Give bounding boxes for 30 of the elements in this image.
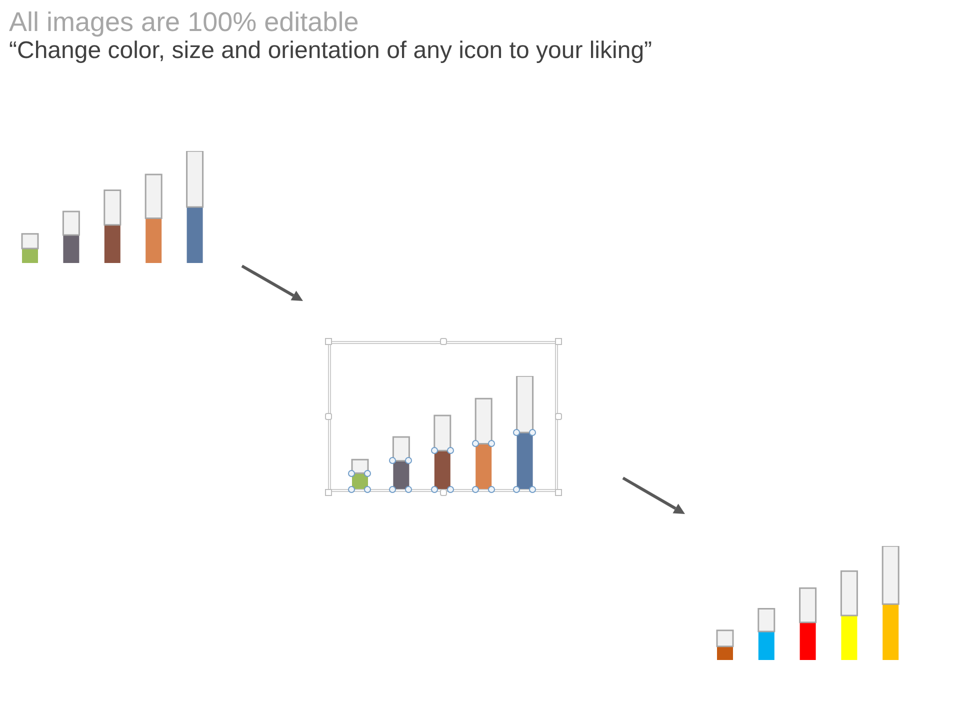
bar — [476, 444, 492, 489]
bar — [144, 174, 162, 219]
bar — [882, 546, 900, 605]
bar — [21, 233, 39, 250]
bar — [840, 570, 858, 616]
bar — [434, 414, 452, 452]
bar — [63, 235, 80, 263]
bar — [800, 622, 816, 660]
bar — [434, 450, 450, 489]
bar — [474, 398, 492, 445]
bar — [758, 608, 776, 632]
bar — [186, 151, 204, 208]
text: All images are 100% editable — [9, 7, 360, 37]
bar — [393, 460, 410, 489]
bar — [716, 630, 734, 648]
bar — [516, 376, 534, 434]
bar — [22, 248, 38, 263]
bar — [799, 587, 817, 624]
bar — [758, 632, 774, 660]
bar — [104, 189, 122, 226]
bar — [882, 604, 899, 660]
bar — [392, 436, 410, 462]
text: “Change color, size and orientation of any icon to your liking” — [9, 37, 654, 65]
bar — [841, 616, 858, 660]
bar — [146, 218, 162, 263]
bar — [186, 207, 203, 263]
bar — [717, 646, 733, 660]
bar — [104, 224, 120, 263]
bar — [62, 210, 80, 236]
bar — [516, 432, 533, 489]
